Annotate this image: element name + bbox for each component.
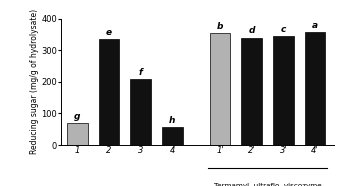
Text: Termamyl, ultraflo, viscozyme: Termamyl, ultraflo, viscozyme (214, 183, 322, 186)
Bar (67, 123, 88, 145)
Text: g: g (74, 112, 80, 121)
Y-axis label: Reducing sugar (mg/g of hydrolysate): Reducing sugar (mg/g of hydrolysate) (30, 9, 39, 154)
Text: f: f (139, 68, 143, 77)
Bar (305, 32, 325, 145)
Text: a: a (312, 21, 318, 30)
Bar (210, 33, 230, 145)
Bar (273, 36, 294, 145)
Bar (241, 38, 262, 145)
Bar (162, 127, 183, 145)
Bar (99, 39, 119, 145)
Bar (130, 79, 151, 145)
Text: e: e (106, 28, 112, 37)
Text: b: b (217, 22, 223, 31)
Text: h: h (169, 116, 176, 125)
Text: c: c (281, 25, 286, 34)
Text: d: d (249, 26, 255, 35)
